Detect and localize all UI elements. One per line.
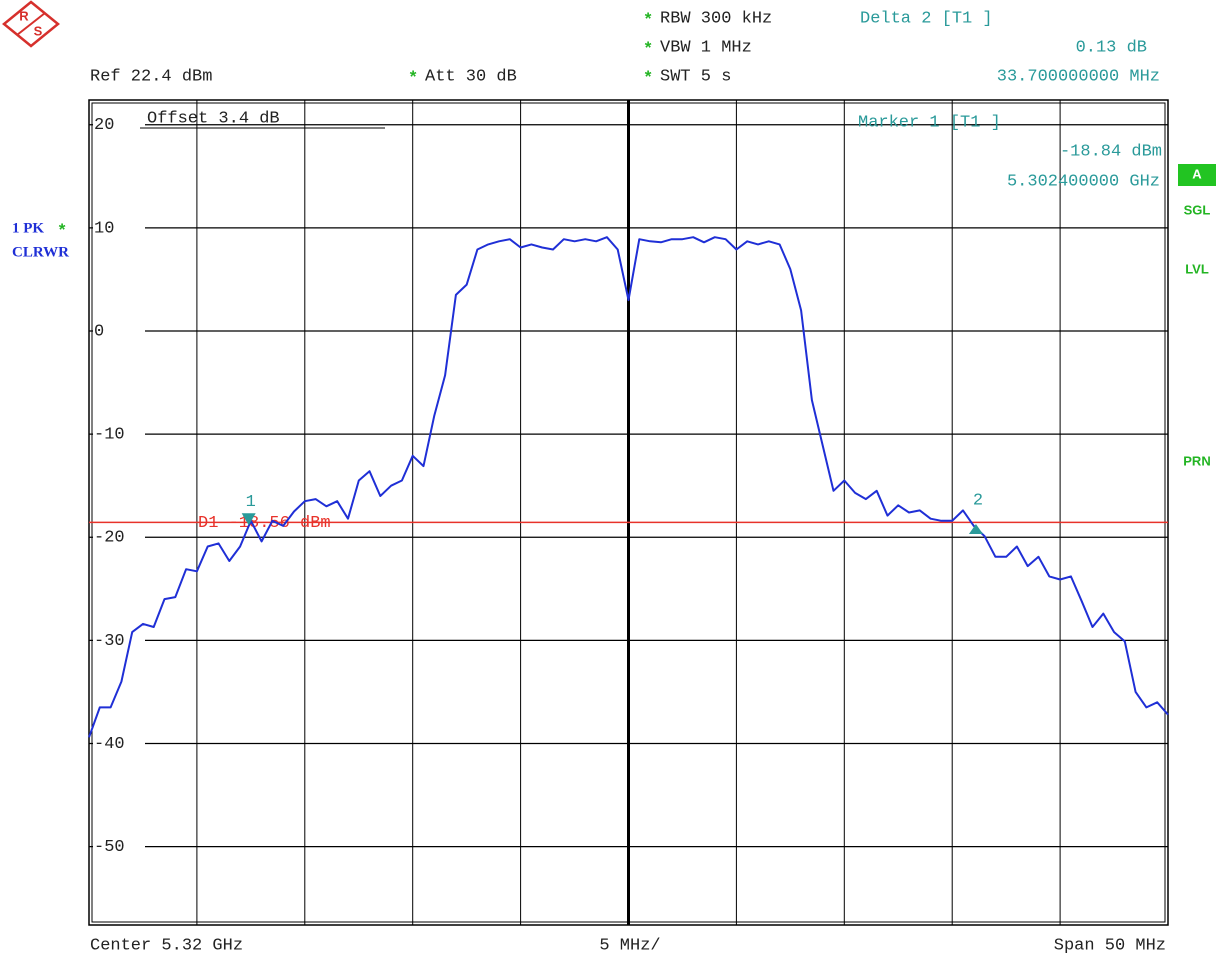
tick-label-bg [93, 323, 145, 339]
marker [968, 523, 983, 534]
logo-slash [16, 12, 46, 36]
footer-center: Center 5.32 GHz [90, 936, 243, 955]
tick-label-bg [93, 116, 145, 133]
side-label: SGL [1184, 202, 1211, 217]
y-tick-label: -10 [94, 426, 125, 445]
attenuation: Att 30 dB [425, 67, 517, 86]
tick-label-bg [93, 219, 145, 236]
logo: R S [2, 0, 60, 48]
y-tick-label: 0 [94, 322, 104, 341]
marker-number: 1 [246, 493, 256, 512]
display-line-label: D1 -18.56 dBm [198, 514, 331, 533]
delta-title: Delta 2 [T1 ] [860, 9, 993, 28]
marker-title: Marker 1 [T1 ] [858, 113, 1001, 132]
marker-number: 2 [973, 491, 983, 510]
setting: SWT 5 s [660, 67, 731, 86]
trace [88, 236, 1169, 738]
tick-label-bg [93, 735, 145, 752]
side-a-box [1178, 164, 1216, 186]
offset-label: Offset 3.4 dB [147, 109, 280, 128]
y-tick-label: -40 [94, 735, 125, 754]
marker-level: -18.84 dBm [1060, 142, 1162, 161]
logo-r: R [19, 8, 29, 23]
marker [241, 513, 256, 526]
side-label: PRN [1183, 453, 1210, 468]
tick-label-bg [93, 838, 145, 855]
trace-flag: * [57, 222, 67, 241]
tick-label-bg [93, 529, 145, 546]
delta-offset: 33.700000000 MHz [997, 67, 1160, 86]
tick-label-bg [93, 426, 145, 443]
y-tick-label: -30 [94, 632, 125, 651]
delta-value: 0.13 dB [1076, 38, 1147, 57]
ref-level: Ref 22.4 dBm [90, 67, 212, 86]
setting-flag: * [643, 40, 653, 59]
y-tick-label: 20 [94, 116, 114, 135]
footer-span: Span 50 MHz [1054, 936, 1166, 955]
y-tick-label: 10 [94, 219, 114, 238]
footer-div: 5 MHz/ [599, 936, 660, 955]
setting: VBW 1 MHz [660, 38, 752, 57]
logo-s: S [34, 23, 43, 38]
trace-mode: CLRWR [12, 244, 69, 260]
side-label: LVL [1185, 261, 1209, 276]
y-tick-label: -20 [94, 529, 125, 548]
marker-frequency: 5.302400000 GHz [1007, 172, 1160, 191]
att-flag: * [408, 69, 418, 88]
setting-flag: * [643, 69, 653, 88]
setting: RBW 300 kHz [660, 9, 772, 28]
trace-label: 1 PK [12, 220, 44, 236]
y-tick-label: -50 [94, 838, 125, 857]
side-label: A [1192, 166, 1202, 181]
setting-flag: * [643, 11, 653, 30]
